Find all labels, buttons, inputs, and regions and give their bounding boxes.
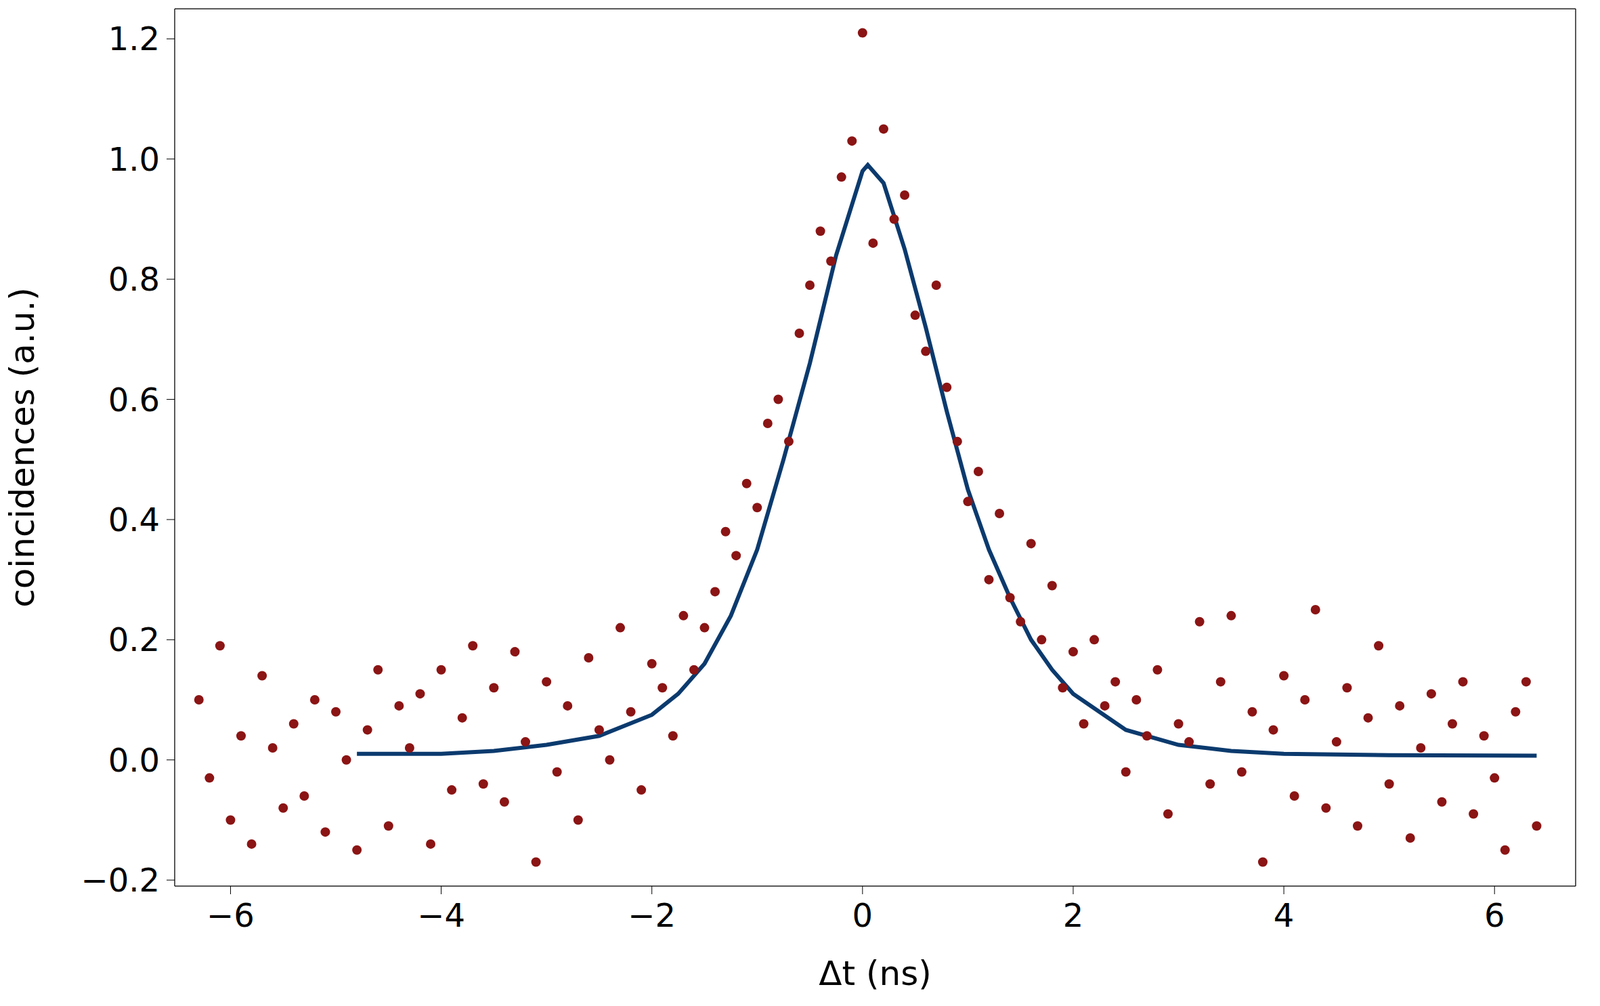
svg-text:−0.2: −0.2 [80, 860, 160, 899]
svg-text:Δt (ns): Δt (ns) [818, 953, 932, 993]
svg-text:0.6: 0.6 [108, 380, 160, 419]
svg-text:0.8: 0.8 [108, 260, 160, 298]
svg-text:−6: −6 [206, 895, 255, 934]
svg-text:1.0: 1.0 [108, 140, 160, 179]
svg-text:coincidences (a.u.): coincidences (a.u.) [5, 287, 42, 608]
svg-text:4: 4 [1273, 895, 1295, 934]
svg-text:0.2: 0.2 [108, 620, 160, 659]
svg-text:0.0: 0.0 [108, 740, 160, 779]
svg-text:−2: −2 [627, 895, 676, 934]
svg-text:0: 0 [852, 895, 874, 934]
svg-text:2: 2 [1063, 895, 1085, 934]
svg-text:6: 6 [1484, 895, 1506, 934]
svg-text:1.2: 1.2 [108, 19, 160, 58]
svg-text:0.4: 0.4 [108, 500, 160, 539]
svg-text:−4: −4 [417, 895, 466, 934]
